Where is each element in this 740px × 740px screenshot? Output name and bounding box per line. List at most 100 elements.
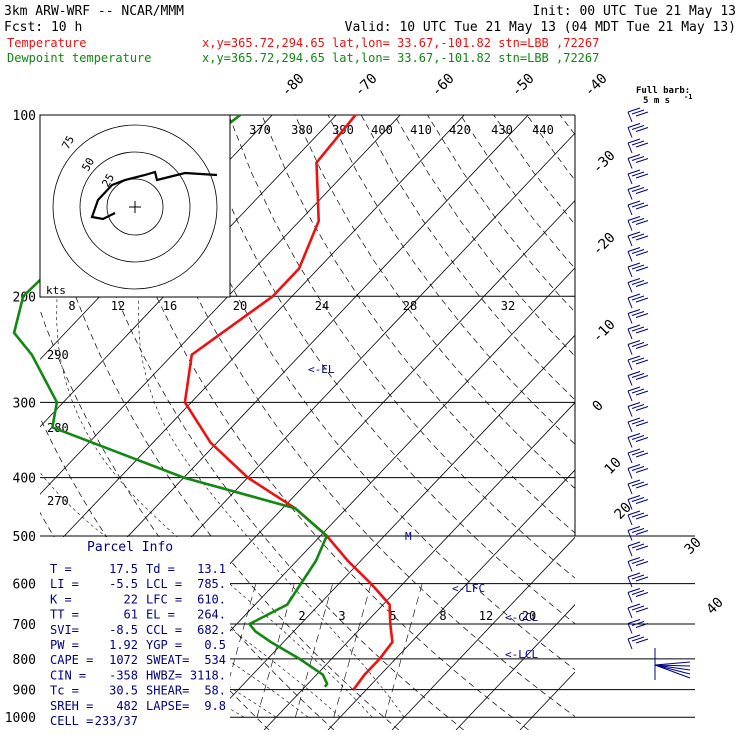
wind-barb-flag (631, 419, 645, 425)
wind-barb-flag (654, 661, 691, 666)
parcel-key: LFC = (146, 592, 182, 606)
wind-barb (627, 375, 633, 386)
isotherm-line (519, 671, 575, 730)
wind-barb-flag (627, 557, 641, 562)
pressure-label-700: 700 (13, 618, 36, 633)
wind-barb-flag (631, 574, 645, 580)
parcel-key: CIN = (50, 668, 86, 682)
wind-barb (627, 173, 633, 185)
wind-barb-flag (631, 621, 645, 626)
isotherm-line (327, 469, 575, 730)
parcel-value: -8.5 (109, 623, 138, 637)
dry-adiabat (261, 115, 575, 534)
dry-adiabat (128, 115, 575, 717)
wind-barb-flag (631, 605, 645, 611)
parcel-value: 534 (204, 653, 226, 667)
hodograph-trace (90, 170, 218, 221)
level-marker: <-LFC (452, 582, 485, 595)
wind-barb (627, 359, 633, 371)
wind-barb (627, 638, 633, 650)
parcel-value: 233/37 (95, 714, 138, 728)
wind-barb-flag (631, 528, 645, 533)
wind-barb-flag (631, 497, 645, 502)
wind-barb-flag (627, 526, 641, 531)
wind-barb-flag (627, 262, 641, 268)
wind-barb-flag (627, 464, 641, 469)
wind-barb-flag (631, 590, 645, 595)
isotherm-line (455, 604, 575, 730)
wind-barb-flag (627, 169, 641, 175)
dry-adiabat (460, 115, 575, 269)
dry-adiabat (393, 115, 575, 357)
parcel-value: 264. (197, 608, 226, 622)
hodograph-units: kts (46, 284, 66, 297)
dry-adiabat (162, 115, 575, 671)
wind-barb-flag (635, 607, 649, 613)
wind-barb (627, 313, 633, 324)
wind-barb-flag (627, 107, 641, 113)
parcel-key: LI = (50, 577, 79, 591)
isotherm-line (199, 334, 575, 730)
mixing-ratio-label: 3 (338, 609, 345, 623)
wind-barb (627, 127, 633, 138)
wind-barb-flag (635, 111, 649, 117)
wind-barb-flag (635, 592, 649, 597)
wind-barb-flag (631, 559, 645, 564)
pressure-label-200: 200 (13, 290, 36, 305)
wind-barb-flag (654, 664, 691, 667)
theta-label: 420 (449, 123, 471, 137)
legend-dewpoint: Dewpoint temperature (7, 51, 152, 65)
mixing-ratio-line (384, 583, 423, 718)
hodograph-scale-label: 16 (163, 299, 177, 313)
wind-barb-flag (635, 375, 649, 380)
dry-adiabat (526, 115, 575, 181)
isotherm-label: -20 (590, 230, 619, 259)
wind-barb (627, 235, 633, 247)
wind-barb-flag (631, 342, 645, 347)
wind-barb-flag (631, 187, 645, 192)
dry-adiabat (294, 115, 575, 489)
parcel-key: HWBZ= (146, 668, 182, 682)
legend-temperature: Temperature (7, 36, 86, 50)
isotherm-label: -50 (509, 71, 538, 100)
parcel-key: SHEAR= (146, 684, 189, 698)
wind-barb-flag (635, 127, 649, 132)
mixing-ratio-line (295, 583, 333, 718)
parcel-key: SWEAT= (146, 653, 189, 667)
pressure-label-600: 600 (13, 578, 36, 593)
wind-barb-flag (627, 495, 641, 500)
sounding-profiles: <-EL <-LFC <-CCL <-LCL M (12, 113, 538, 691)
wind-barb-flag (635, 437, 649, 442)
mixing-ratio-line (218, 583, 257, 718)
wind-barb-flag (635, 328, 649, 334)
wind-barb-flag (635, 220, 649, 225)
wind-barb (627, 530, 633, 541)
parcel-key: CAPE = (50, 653, 93, 667)
dewpoint-profile (12, 113, 329, 688)
wind-barb (627, 468, 633, 479)
wind-barb-flag (627, 123, 641, 128)
hodograph-scale-label: 32 (501, 299, 515, 313)
level-marker: <-CCL (505, 611, 538, 624)
init-time: Init: 00 UTC Tue 21 May 13 (533, 4, 737, 19)
pressure-label-900: 900 (13, 684, 36, 699)
wind-barb (627, 266, 633, 278)
wind-barb (627, 189, 633, 200)
wind-barb-flag (635, 638, 649, 644)
wind-barb-flag (635, 297, 649, 303)
wind-barb-flag (627, 340, 641, 345)
adiabat-label: 290 (47, 348, 69, 362)
wind-barb-flag (627, 417, 641, 423)
mixing-ratio-label: 12 (479, 609, 493, 623)
parcel-key: TT = (50, 608, 79, 622)
wind-barb-flag (631, 202, 645, 208)
dry-adiabat (40, 308, 335, 730)
parcel-key: LAPSE= (146, 699, 189, 713)
wind-barb-flag (631, 218, 645, 223)
wind-barb-flag (654, 664, 691, 675)
valid-time: Valid: 10 UTC Tue 21 May 13 (04 MDT Tue … (345, 20, 736, 35)
wind-barb (627, 499, 633, 510)
dry-adiabat (195, 115, 575, 625)
wind-barb (627, 297, 633, 309)
wind-barb (627, 514, 633, 526)
